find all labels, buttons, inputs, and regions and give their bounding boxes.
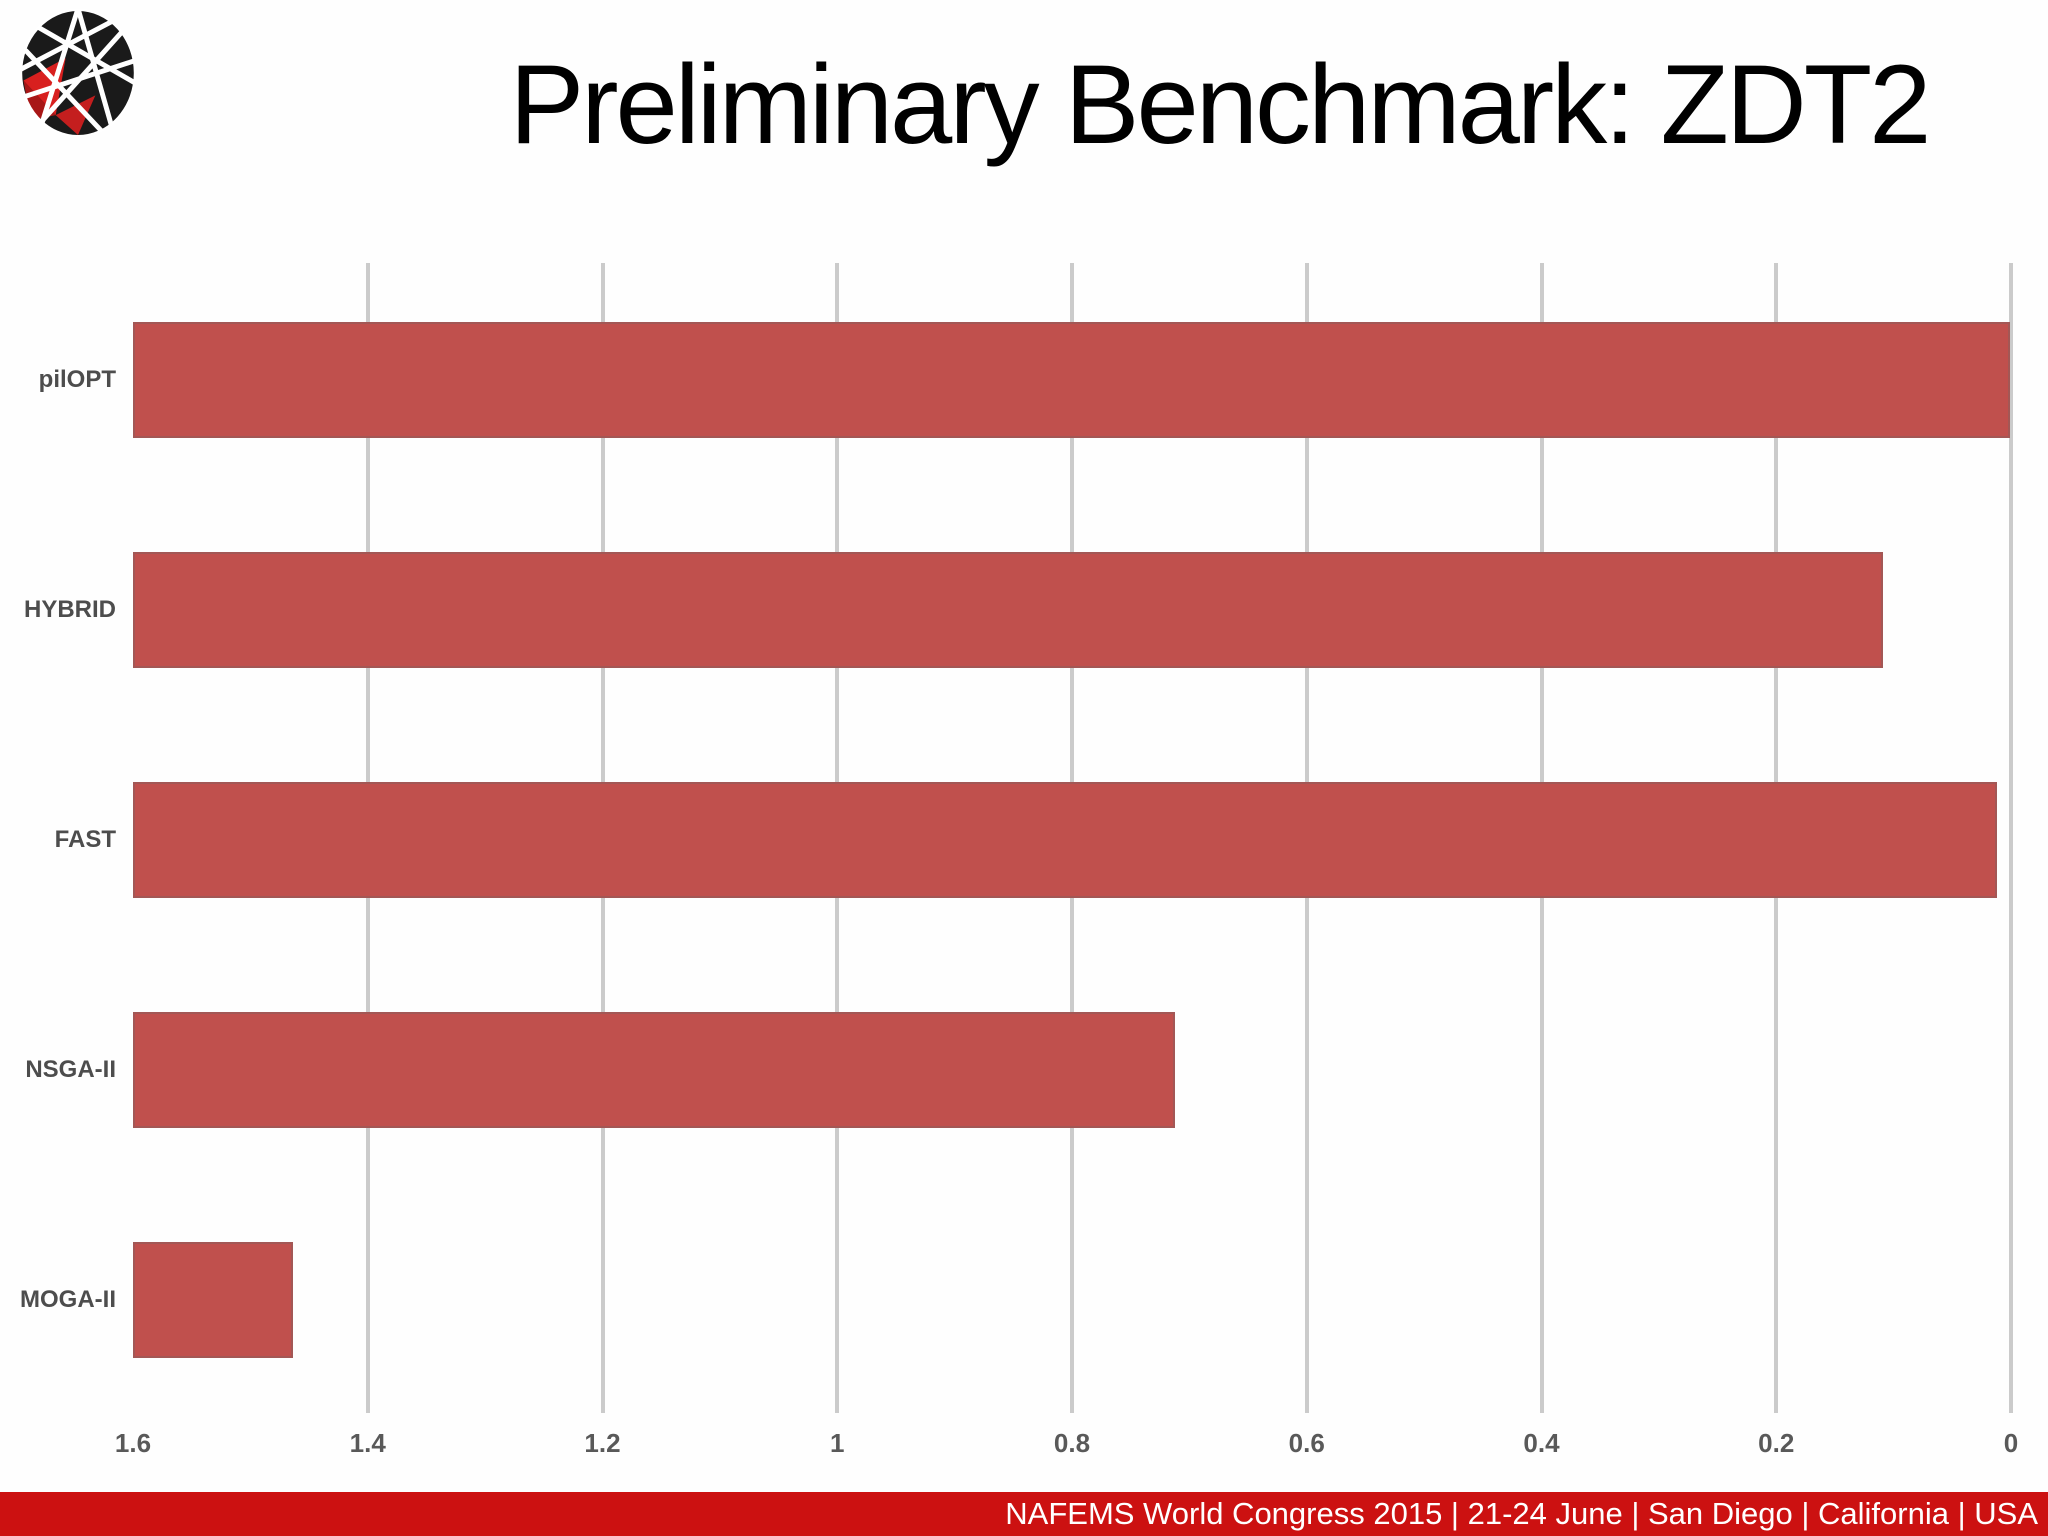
category-label: MOGA-II: [20, 1286, 116, 1313]
category-label: HYBRID: [23, 596, 116, 623]
bar-fast: [133, 782, 1997, 898]
bar-moga-ii: [133, 1242, 293, 1358]
x-axis-tick-label: 0.4: [1523, 1428, 1560, 1458]
category-label: FAST: [54, 826, 116, 853]
x-axis-tick-label: 1.2: [584, 1428, 621, 1458]
bar-nsga-ii: [133, 1012, 1176, 1128]
x-axis-tick-label: 1.6: [114, 1428, 152, 1458]
esteco-sphere-logo: [19, 8, 137, 138]
footer-banner: NAFEMS World Congress 2015 | 21-24 June …: [0, 1492, 2048, 1536]
x-axis-tick-label: 0.8: [1053, 1428, 1091, 1458]
gridline: [2009, 263, 2013, 1413]
x-axis-tick-label: 0.6: [1288, 1428, 1325, 1458]
bar-hybrid: [133, 552, 1884, 668]
slide-title: Preliminary Benchmark: ZDT2: [509, 42, 1932, 167]
category-label: NSGA-II: [25, 1056, 116, 1083]
bar-pilopt: [133, 322, 2010, 438]
x-axis-tick-label: 0: [2003, 1428, 2019, 1458]
category-label: pilOPT: [38, 366, 116, 393]
x-axis-tick-label: 0.2: [1758, 1428, 1795, 1458]
x-axis-tick-label: 1: [830, 1428, 845, 1458]
x-axis-tick-label: 1.4: [349, 1428, 386, 1458]
